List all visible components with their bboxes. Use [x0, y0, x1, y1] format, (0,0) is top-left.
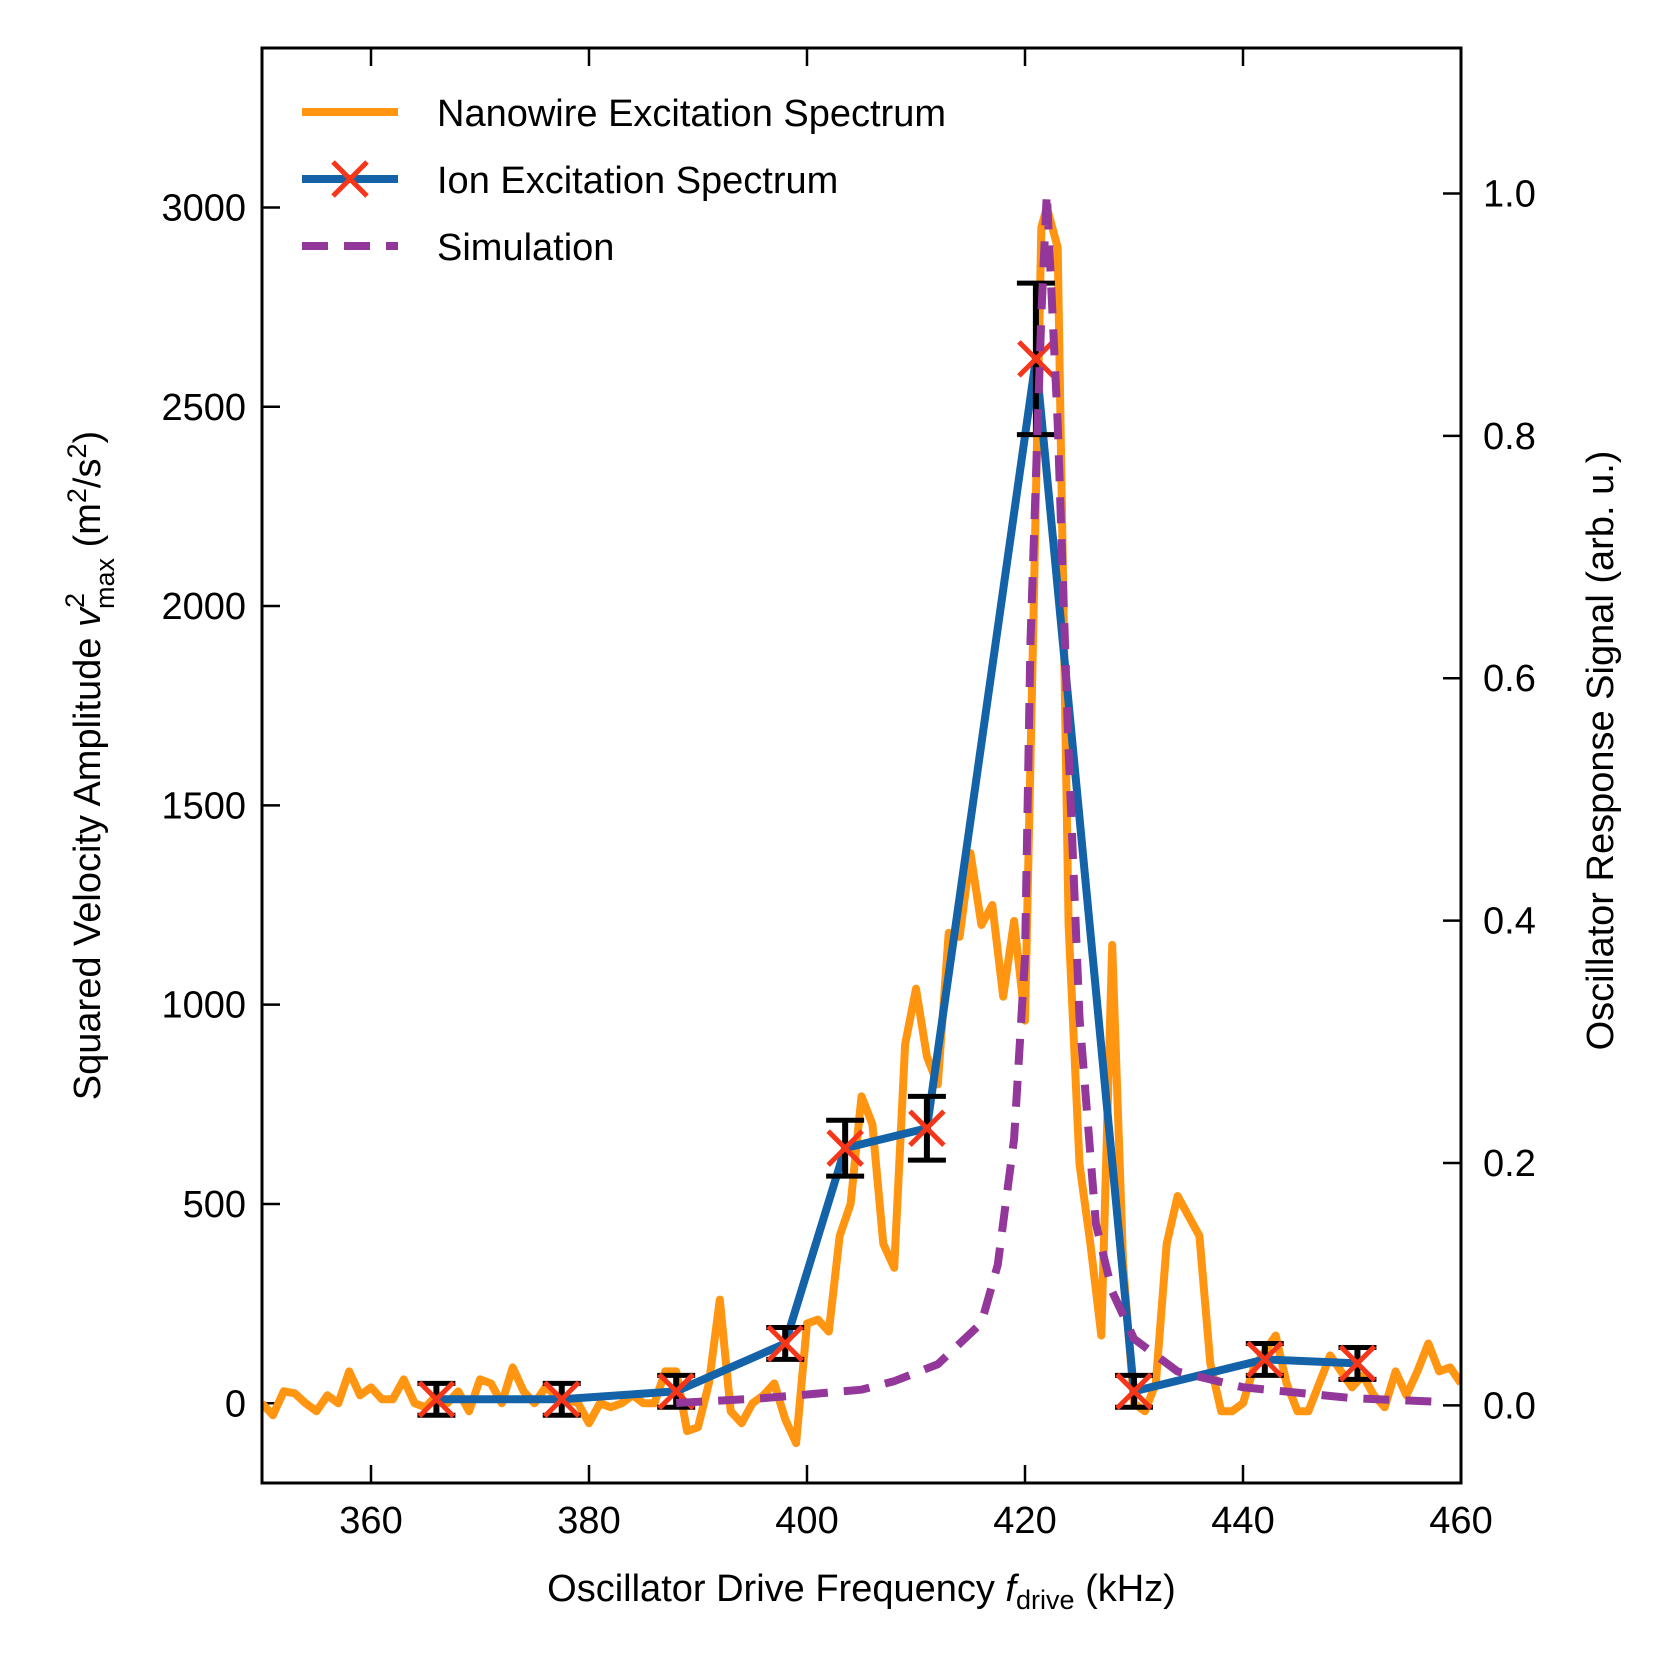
marker — [826, 1129, 864, 1167]
series-line — [262, 203, 1461, 1448]
marker — [1338, 1344, 1377, 1383]
series-line — [675, 189, 1440, 1408]
legend-marker — [331, 160, 369, 198]
y-axis-label-group: Squared Velocity Amplitude v2max (m2/s2) — [60, 431, 120, 1100]
y-axis-label-part: max — [90, 557, 120, 609]
y-tick-label: 2000 — [161, 586, 246, 628]
y-axis-label-part: Squared Velocity Amplitude — [67, 627, 109, 1100]
x-tick-label: 380 — [557, 1500, 620, 1542]
legend-label: Ion Excitation Spectrum — [437, 160, 838, 202]
y-axis-label-part: 2 — [62, 443, 92, 458]
y2-tick-label: 0.2 — [1483, 1143, 1536, 1185]
marker — [1246, 1340, 1284, 1379]
y-axis-label: Squared Velocity Amplitude v2max (m2/s2) — [60, 431, 120, 1100]
y-axis-label-part: ) — [67, 431, 109, 444]
y-axis-label-part: /s — [67, 458, 109, 488]
y2-axis-label: Oscillator Response Signal (arb. u.) — [1580, 451, 1622, 1051]
y2-tick-label: 0.8 — [1483, 416, 1536, 458]
x-axis-label-part: (kHz) — [1075, 1568, 1176, 1610]
marker — [1115, 1372, 1153, 1411]
marker — [1017, 340, 1055, 378]
marker — [417, 1380, 456, 1419]
x-axis-label: Oscillator Drive Frequency fdrive (kHz) — [547, 1568, 1176, 1615]
y-axis-label-part: v — [67, 606, 109, 627]
legend-label: Simulation — [437, 227, 614, 269]
y-tick-label: 3000 — [161, 187, 246, 229]
x-tick-label: 420 — [993, 1500, 1056, 1542]
y-tick-label: 1000 — [161, 985, 246, 1027]
legend-label: Nanowire Excitation Spectrum — [437, 93, 946, 135]
y2-tick-label: 0.4 — [1483, 901, 1536, 943]
plot-area — [262, 189, 1461, 1448]
x-tick-label: 360 — [339, 1500, 402, 1542]
y-tick-label: 1500 — [161, 785, 246, 827]
marker — [542, 1380, 581, 1419]
y-tick-label: 2500 — [161, 387, 246, 429]
y2-tick-label: 1.0 — [1483, 173, 1536, 215]
x-tick-label: 400 — [775, 1500, 838, 1542]
y-tick-label: 500 — [183, 1184, 246, 1226]
x-axis-label-part: drive — [1016, 1585, 1075, 1615]
x-axis-label-part: Oscillator Drive Frequency — [547, 1568, 1005, 1610]
marker — [908, 1109, 946, 1148]
plot-frame — [260, 46, 1463, 1485]
y-tick-label: 0 — [225, 1383, 246, 1425]
y-axis-label-part: 2 — [60, 593, 90, 608]
x-axis-label-part: f — [1005, 1568, 1019, 1610]
x-tick-label: 440 — [1211, 1500, 1274, 1542]
y-axis-label-part: 2 — [62, 488, 92, 503]
marker — [766, 1324, 804, 1363]
y-axis-label-part: (m — [67, 503, 109, 558]
y2-tick-label: 0.0 — [1483, 1385, 1536, 1427]
x-tick-label: 460 — [1429, 1500, 1492, 1542]
y2-tick-label: 0.6 — [1483, 658, 1536, 700]
